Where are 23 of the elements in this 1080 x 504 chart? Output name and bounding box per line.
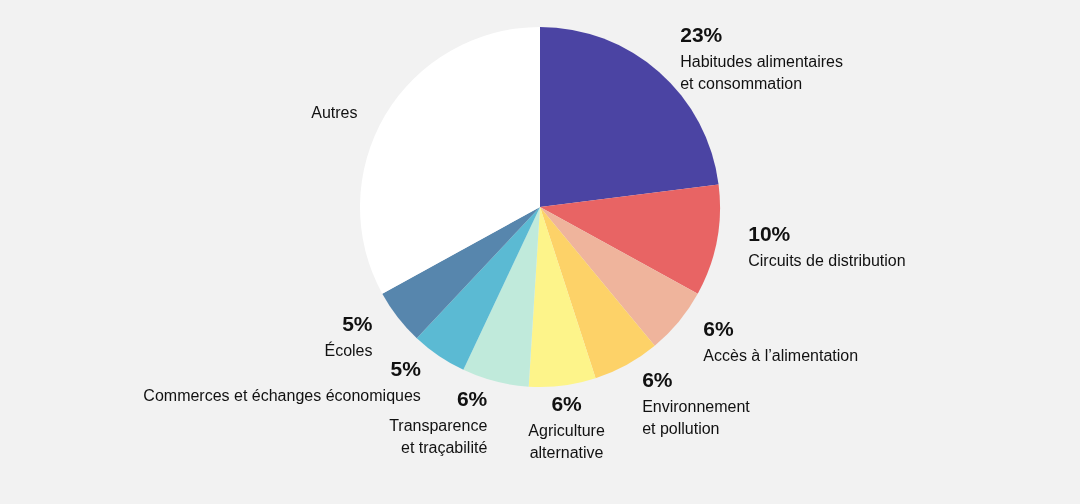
slice-label: Habitudes alimentaires et consommation [680,52,843,92]
pie-slice [360,27,540,294]
slice-label: Commerces et échanges économiques [143,387,421,405]
data-label: 5% [342,311,373,335]
pie-slice [463,207,540,387]
data-label: 6% [456,387,488,411]
pie-slice [540,207,698,346]
data-label: 5% [390,357,422,381]
data-label: 10% [748,221,791,245]
pie-slice [528,207,596,387]
slice-label: Circuits de distribution [748,251,906,269]
data-label: 6% [642,367,673,391]
data-label: 6% [703,317,735,341]
data-label: 23% [680,22,723,46]
slice-label: Agriculture alternative [528,422,605,462]
slice-label: Environnement et pollution [642,397,751,437]
pie-slice [382,207,540,339]
pie-slice [540,184,720,294]
slice-label: Autres [311,104,358,122]
data-label: 6% [551,392,583,416]
slice-label: Transparence et traçabilité [389,417,488,457]
slice-label: Écoles [324,340,373,359]
slice-label: Accès à l’alimentation [703,347,859,365]
